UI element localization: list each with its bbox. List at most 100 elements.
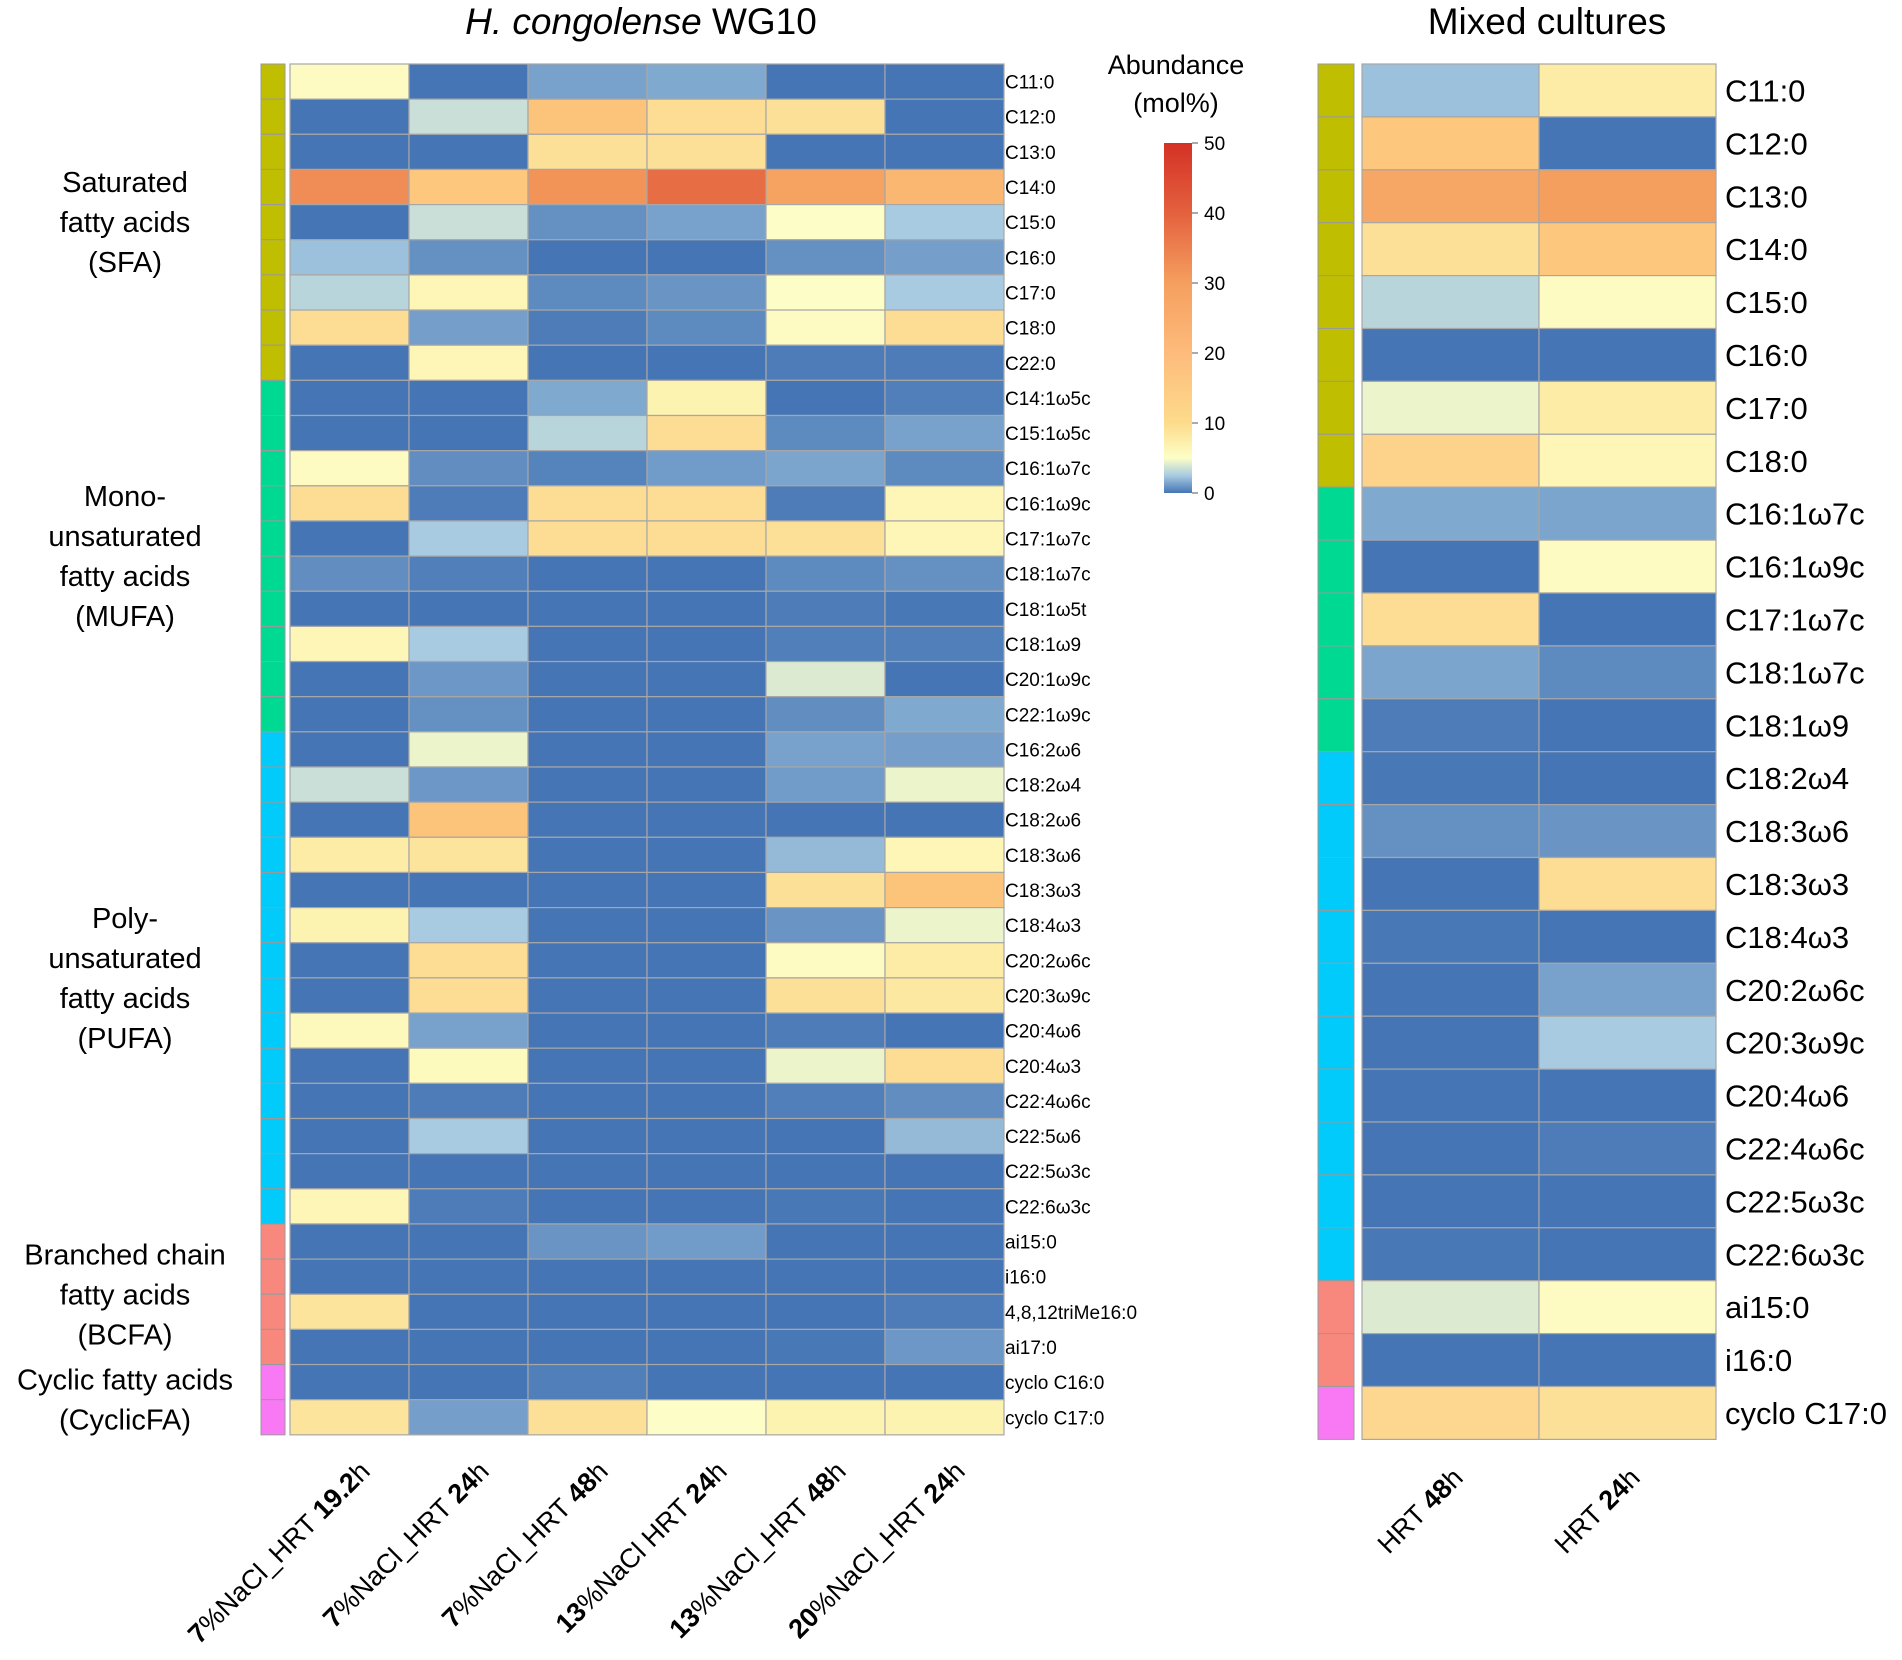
mixed-cell-c18-2w4-col-2: [1538, 751, 1717, 806]
cell-c22-0-col-1: [289, 344, 410, 381]
row-label-c22-0: C22:0: [1005, 354, 1056, 375]
mixed-cell-c18-1w7c-col-1: [1361, 645, 1540, 700]
mixed-cell-c18-3w3-col-1: [1361, 856, 1540, 912]
mixed-cell-c20-2w6c-col-1: [1361, 962, 1540, 1017]
left-title: H. congolense WG10: [465, 1, 817, 42]
cell-c12-0-col-2: [408, 98, 529, 135]
cell-c20-2w6c-col-1: [289, 942, 410, 979]
row-label-c14-1w5c: C14:1ω5c: [1005, 389, 1091, 410]
cell-cyclo-c17-0-col-4: [646, 1399, 767, 1436]
row-label-c12-0: C12:0: [1005, 108, 1056, 129]
row-label-c16-2w6: C16:2ω6: [1005, 740, 1081, 761]
cell-c18-2w4-col-6: [884, 766, 1005, 803]
row-label-c17-0: C17:0: [1005, 283, 1056, 304]
group-bar-sfa-8: [260, 309, 286, 346]
group-bar-mufa-3: [260, 450, 286, 487]
mixed-group-bar-0-3: [1317, 169, 1355, 224]
cell-ai17-0-col-4: [646, 1328, 767, 1366]
cell-c22-4w6c-col-6: [884, 1082, 1005, 1120]
group-label-3-line-1: fatty acids: [60, 1279, 191, 1311]
cell-cyclo-c17-0-col-3: [527, 1399, 648, 1436]
cell-c15-1w5c-col-4: [646, 414, 767, 452]
cell-ai15-0-col-5: [765, 1223, 886, 1260]
mixed-row-label-c16-1w9c: C16:1ω9c: [1725, 550, 1865, 585]
mixed-cell-c13-0-col-2: [1538, 169, 1717, 224]
cell-c13-0-col-2: [408, 133, 529, 171]
mixed-cell-c14-0-col-2: [1538, 222, 1717, 277]
mixed-cell-c16-1w9c-col-2: [1538, 539, 1717, 594]
mixed-cell-c13-0-col-1: [1361, 169, 1540, 224]
cell-c12-0-col-1: [289, 98, 410, 135]
cell-c16-2w6-col-1: [289, 731, 410, 768]
group-bar-pufa-13: [260, 1153, 286, 1190]
cell-c16-2w6-col-4: [646, 731, 767, 768]
cell-c22-4w6c-col-5: [765, 1082, 886, 1120]
cell-c16-1w7c-col-5: [765, 450, 886, 487]
cell-c22-5w6-col-5: [765, 1117, 886, 1155]
mixed-cell-c20-4w6-col-2: [1538, 1068, 1717, 1123]
group-bar-bcfa-3: [260, 1293, 286, 1330]
cell-cyclo-c17-0-col-1: [289, 1399, 410, 1436]
mixed-group-bar-1-1: [1317, 486, 1355, 541]
cell-c18-1w7c-col-4: [646, 555, 767, 592]
cell-c16-1w9c-col-4: [646, 485, 767, 522]
cell-c17-1w7c-col-1: [289, 520, 410, 557]
cell-c18-3w3-col-2: [408, 871, 529, 909]
cell-cyclo-c17-0-col-2: [408, 1399, 529, 1436]
cell-c16-1w9c-col-5: [765, 485, 886, 522]
cell-c14-0-col-2: [408, 168, 529, 206]
legend-tick-label-10: 10: [1204, 414, 1225, 435]
cell-c18-1w9-col-1: [289, 625, 410, 663]
mixed-cell-c18-4w3-col-2: [1538, 909, 1717, 964]
cell-c16-0-col-1: [289, 239, 410, 276]
mixed-cell-c16-1w7c-col-1: [1361, 486, 1540, 541]
cell-c18-0-col-2: [408, 309, 529, 346]
mixed-row-label-c22-5w3c: C22:5ω3c: [1725, 1184, 1865, 1219]
cell-c13-0-col-6: [884, 133, 1005, 171]
cell-c22-6w3c-col-5: [765, 1188, 886, 1225]
cell-c22-5w3c-col-1: [289, 1153, 410, 1190]
right-group-bars: [1317, 63, 1355, 1440]
mixed-group-bar-3-2: [1317, 1333, 1355, 1387]
group-bar-bcfa-2: [260, 1258, 286, 1295]
mixed-row-label-c18-4w3: C18:4ω3: [1725, 920, 1849, 955]
left-title-strain: WG10: [702, 1, 817, 42]
group-label-1-line-1: unsaturated: [48, 521, 201, 553]
mixed-cell-c16-1w7c-col-2: [1538, 486, 1717, 541]
cell-c14-0-col-5: [765, 168, 886, 206]
group-bar-pufa-7: [260, 942, 286, 979]
mixed-row-label-c16-0: C16:0: [1725, 338, 1808, 373]
group-bar-mufa-9: [260, 661, 286, 698]
row-label-c17-1w7c: C17:1ω7c: [1005, 530, 1091, 551]
group-bar-sfa-9: [260, 344, 286, 381]
cell-c18-0-col-1: [289, 309, 410, 346]
cell-c20-4w6-col-2: [408, 1012, 529, 1049]
mixed-group-bar-1-5: [1317, 698, 1355, 753]
group-bar-pufa-12: [260, 1118, 286, 1155]
group-label-2-line-2: fatty acids: [60, 983, 191, 1015]
cell-c20-3w9c-col-2: [408, 977, 529, 1014]
cell-c11-0-col-1: [289, 63, 410, 100]
cell-c17-0-col-5: [765, 274, 886, 311]
right-cells: [1361, 63, 1717, 1441]
group-bar-pufa-2: [260, 766, 286, 803]
cell-c15-0-col-6: [884, 204, 1005, 241]
mixed-cell-c20-2w6c-col-2: [1538, 962, 1717, 1017]
cell-c18-1w5t-col-1: [289, 590, 410, 628]
mixed-cell-c20-3w9c-col-2: [1538, 1015, 1717, 1070]
group-bar-sfa-2: [260, 98, 286, 135]
mixed-group-bar-2-2: [1317, 804, 1355, 858]
legend-tick-label-20: 20: [1204, 344, 1225, 365]
cell-c15-0-col-5: [765, 204, 886, 241]
mixed-column-label-1: HRT 48h: [1372, 1462, 1469, 1559]
cell-c13-0-col-4: [646, 133, 767, 171]
cell-c18-2w6-col-2: [408, 801, 529, 838]
cell-ai15-0-col-6: [884, 1223, 1005, 1260]
left-group-labels: Saturated fatty acids (SFA) Mono-unsaturate…: [17, 167, 233, 1437]
cell-i16-0-col-6: [884, 1258, 1005, 1295]
mixed-cell-cyclo-c17-0-col-2: [1538, 1385, 1717, 1441]
cell-c18-1w7c-col-2: [408, 555, 529, 592]
cell-c16-1w7c-col-6: [884, 450, 1005, 487]
cell-c22-4w6c-col-1: [289, 1082, 410, 1120]
mixed-cell-c15-0-col-2: [1538, 275, 1717, 330]
